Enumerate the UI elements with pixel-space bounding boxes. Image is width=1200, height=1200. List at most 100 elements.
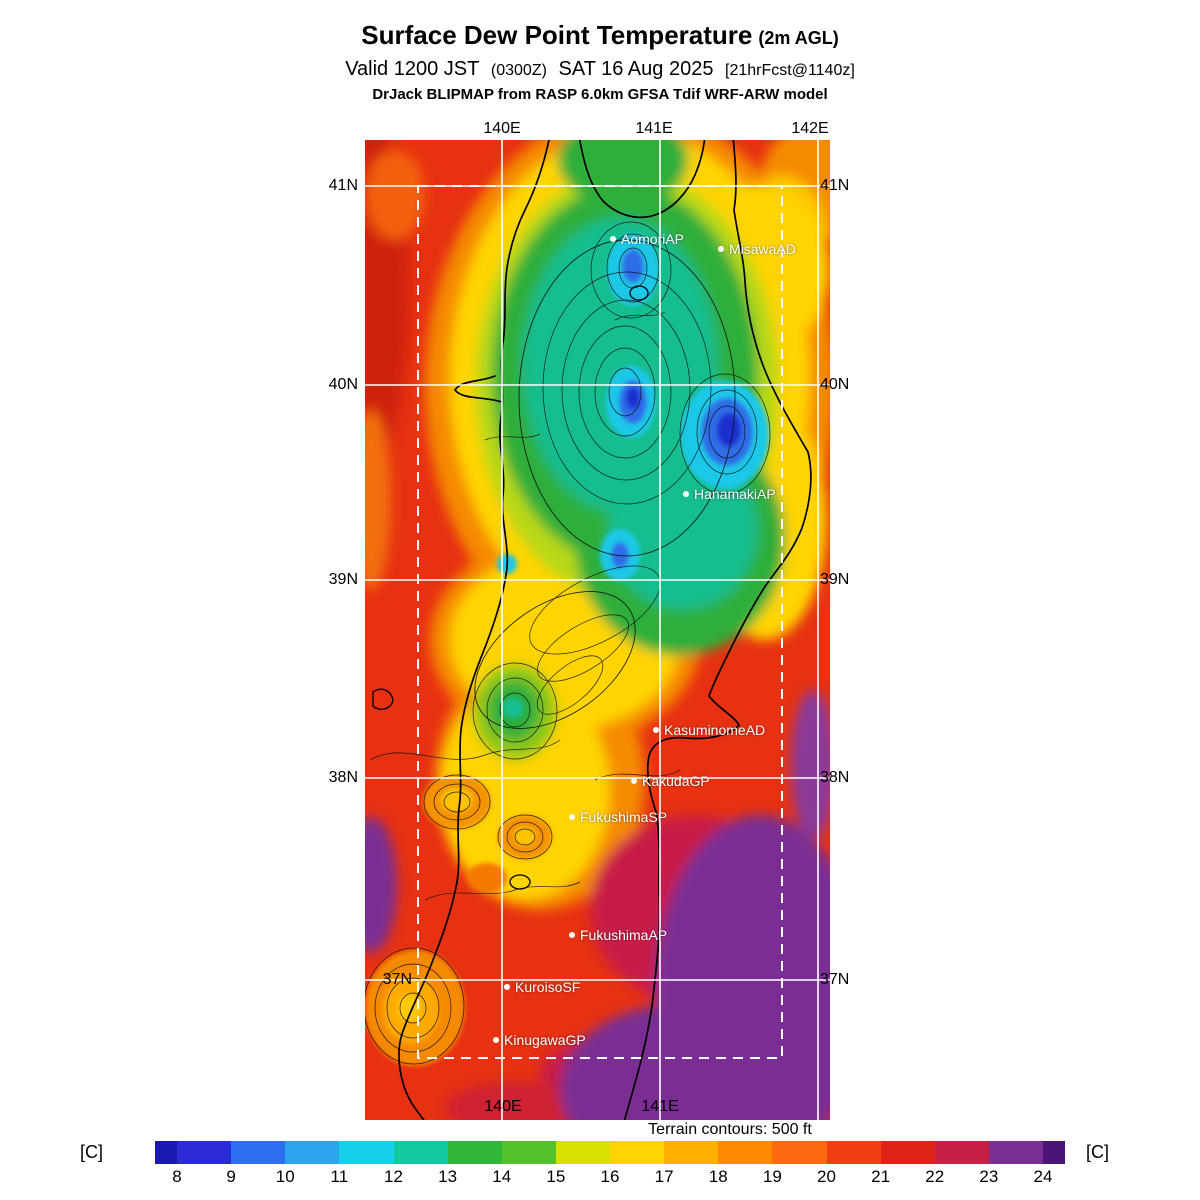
latlon-grid	[365, 140, 830, 1120]
station-marker-HanamakiAP: HanamakiAP	[683, 486, 776, 502]
colorbar-segment-13	[880, 1141, 935, 1164]
colorbar-segment-8	[610, 1141, 665, 1164]
colorbar-tick-15: 15	[546, 1167, 566, 1186]
station-label: HanamakiAP	[694, 486, 776, 502]
lat-label-right-40N: 40N	[820, 376, 850, 393]
station-marker-FukushimaAP: FukushimaAP	[569, 927, 667, 943]
coastline	[372, 140, 812, 1120]
map-canvas	[365, 140, 830, 1120]
colorbar-tick-16: 16	[600, 1167, 620, 1186]
colorbar-tick-14: 14	[492, 1167, 512, 1186]
station-marker-KinugawaGP: KinugawaGP	[493, 1032, 586, 1048]
station-dot-icon	[718, 246, 724, 252]
header: Surface Dew Point Temperature (2m AGL) Va…	[0, 20, 1200, 103]
model-domain-box	[417, 185, 783, 1059]
page-title-suffix: (2m AGL)	[758, 28, 839, 48]
station-marker-MisawaAD: MisawaAD	[718, 241, 796, 257]
forecast-offset: [21hrFcst@1140z]	[725, 62, 855, 79]
lat-label-right-38N: 38N	[820, 769, 850, 786]
station-label: MisawaAD	[729, 241, 796, 257]
station-marker-KakudaGP: KakudaGP	[631, 773, 710, 789]
title-line: Surface Dew Point Temperature (2m AGL)	[0, 20, 1200, 51]
colorbar-tick-23: 23	[979, 1167, 999, 1186]
colorbar-tick-19: 19	[762, 1167, 782, 1186]
dewpoint-color-field	[365, 140, 830, 1120]
lat-label-left-37N: 37N	[382, 971, 412, 988]
lat-label-right-37N: 37N	[820, 971, 850, 988]
colorbar-segment-7	[555, 1141, 610, 1164]
page-title: Surface Dew Point Temperature	[361, 20, 753, 50]
colorbar-segment-4	[393, 1141, 448, 1164]
colorbar-segment-9	[664, 1141, 719, 1164]
colorbar-segment-3	[339, 1141, 394, 1164]
station-label: KakudaGP	[642, 773, 710, 789]
lon-label-top-142E: 142E	[791, 120, 829, 137]
station-marker-KasuminomeAD: KasuminomeAD	[653, 722, 765, 738]
colorbar-segment-2	[285, 1141, 340, 1164]
colorbar-tick-21: 21	[871, 1167, 891, 1186]
station-dot-icon	[683, 491, 689, 497]
station-dot-icon	[631, 778, 637, 784]
station-label: KuroisoSF	[515, 979, 581, 995]
colorbar-tick-12: 12	[384, 1167, 403, 1186]
station-dot-icon	[493, 1037, 499, 1043]
colorbar	[155, 1141, 1065, 1164]
colorbar-segment-11	[772, 1141, 827, 1164]
station-dot-icon	[504, 984, 510, 990]
colorbar-tick-9: 9	[226, 1167, 236, 1186]
colorbar-unit-right: [C]	[1086, 1142, 1110, 1162]
colorbar-segment-1	[231, 1141, 286, 1164]
colorbar-segment-6	[501, 1141, 556, 1164]
station-label: AomoriAP	[621, 231, 685, 247]
valid-zulu: (0300Z)	[490, 62, 547, 79]
station-marker-AomoriAP: AomoriAP	[610, 231, 684, 247]
valid-line: Valid 1200 JST (0300Z) SAT 16 Aug 2025 […	[0, 58, 1200, 81]
valid-date: SAT 16 Aug 2025	[558, 58, 714, 80]
station-label: FukushimaAP	[580, 927, 668, 943]
station-dot-icon	[569, 932, 575, 938]
station-dot-icon	[610, 236, 616, 242]
colorbar-segment-0	[177, 1141, 232, 1164]
lat-label-right-41N: 41N	[820, 177, 850, 194]
colorbar-tick-17: 17	[654, 1167, 674, 1186]
colorbar-segment-10	[718, 1141, 773, 1164]
station-dot-icon	[653, 727, 659, 733]
colorbar-tick-20: 20	[817, 1167, 836, 1186]
map	[365, 140, 830, 1120]
lon-label-bottom-141E: 141E	[641, 1098, 679, 1115]
lake-towada-outline	[629, 285, 649, 301]
colorbar-left-cap	[155, 1141, 177, 1164]
colorbar-tick-10: 10	[275, 1167, 295, 1186]
station-label: KasuminomeAD	[664, 722, 766, 738]
lon-label-bottom-140E: 140E	[484, 1098, 522, 1115]
lat-label-left-38N: 38N	[328, 769, 358, 786]
colorbar-tick-22: 22	[925, 1167, 945, 1186]
colorbar-tick-11: 11	[330, 1167, 349, 1186]
valid-time: Valid 1200 JST	[345, 58, 480, 80]
colorbar-unit-left: [C]	[80, 1142, 104, 1162]
colorbar-tick-13: 13	[438, 1167, 458, 1186]
station-label: FukushimaSP	[580, 809, 668, 825]
model-line: DrJack BLIPMAP from RASP 6.0km GFSA Tdif…	[372, 86, 828, 103]
station-label: KinugawaGP	[504, 1032, 586, 1048]
lat-label-left-39N: 39N	[328, 571, 358, 588]
lon-label-top-140E: 140E	[483, 120, 521, 137]
station-marker-FukushimaSP: FukushimaSP	[569, 809, 667, 825]
station-dot-icon	[569, 814, 575, 820]
colorbar-segment-5	[447, 1141, 502, 1164]
colorbar-segment-15	[988, 1141, 1043, 1164]
colorbar-tick-8: 8	[172, 1167, 182, 1186]
lon-label-top-141E: 141E	[635, 120, 673, 137]
terrain-contour-note: Terrain contours: 500 ft	[648, 1121, 812, 1138]
lat-label-right-39N: 39N	[820, 571, 850, 588]
colorbar-right-cap	[1043, 1141, 1065, 1164]
station-marker-KuroisoSF: KuroisoSF	[504, 979, 580, 995]
colorbar-tick-18: 18	[708, 1167, 728, 1186]
colorbar-segment-12	[826, 1141, 881, 1164]
terrain-contour-lines	[365, 221, 771, 1065]
lat-label-left-40N: 40N	[328, 376, 358, 393]
lake-inawashiro-outline	[509, 874, 531, 890]
lat-label-left-41N: 41N	[328, 177, 358, 194]
colorbar-tick-24: 24	[1033, 1167, 1053, 1186]
